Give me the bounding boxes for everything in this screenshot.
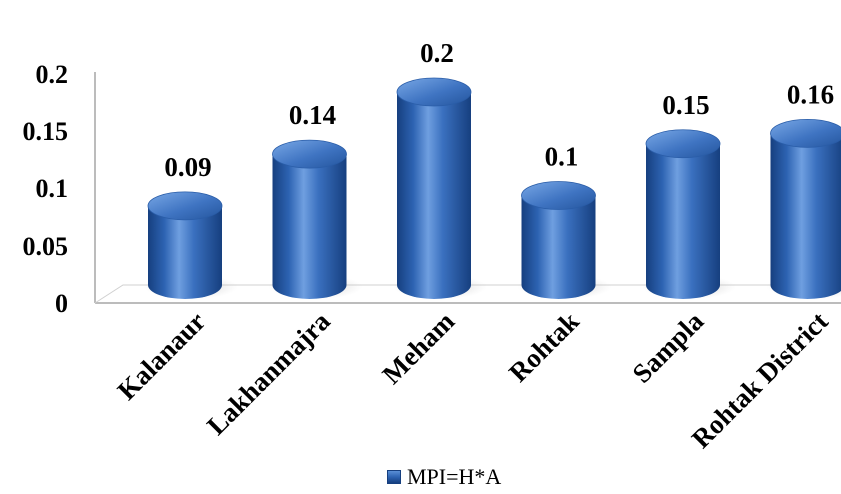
bar-body — [148, 205, 222, 299]
data-label: 0.14 — [289, 100, 336, 130]
bar-top — [396, 77, 472, 107]
y-tick-label: 0.15 — [23, 117, 69, 146]
bar-top — [645, 129, 721, 159]
data-label: 0.2 — [420, 38, 454, 68]
x-tick-label: Kalanaur — [112, 306, 212, 406]
y-axis-ticks: 0 0.05 0.1 0.15 0.2 — [23, 60, 69, 318]
bar — [268, 139, 363, 299]
data-label: 0.15 — [662, 90, 709, 120]
bar-body — [272, 154, 347, 299]
data-label: 0.16 — [787, 79, 834, 109]
data-label: 0.1 — [545, 142, 579, 172]
x-tick-label: Sampla — [626, 306, 709, 389]
bar — [642, 129, 736, 299]
x-tick-label: Meham — [376, 306, 460, 390]
bar-body — [646, 143, 720, 299]
x-tick-label: Lakhanmajra — [201, 306, 336, 441]
y-tick-label: 0 — [55, 289, 68, 318]
bar — [144, 191, 238, 299]
data-label: 0.09 — [164, 152, 211, 182]
bar — [766, 119, 841, 299]
legend-label: MPI=H*A — [407, 464, 502, 489]
y-tick-label: 0.05 — [23, 232, 69, 261]
data-labels: 0.09 0.14 0.2 0.1 0.15 0.16 — [164, 38, 834, 182]
bar-top — [147, 191, 223, 221]
bar-body — [521, 195, 596, 299]
y-tick-label: 0.1 — [36, 174, 69, 203]
bar — [393, 77, 487, 299]
legend: MPI=H*A — [387, 464, 502, 489]
bar-top — [521, 181, 596, 210]
bar-top — [770, 119, 841, 148]
bar-body — [770, 133, 841, 299]
bar-series — [144, 77, 841, 299]
x-tick-label: Rohtak — [503, 306, 585, 388]
bar-body — [397, 92, 471, 299]
bar-top — [272, 139, 347, 169]
bar — [517, 181, 612, 299]
legend-swatch-icon — [387, 470, 401, 484]
y-tick-label: 0.2 — [36, 60, 69, 89]
